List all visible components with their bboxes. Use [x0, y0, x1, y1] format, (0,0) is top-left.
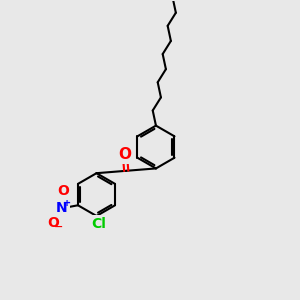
- Text: O: O: [47, 216, 58, 230]
- Text: −: −: [54, 222, 63, 232]
- Text: N: N: [56, 201, 68, 215]
- Text: O: O: [57, 184, 69, 198]
- Text: Cl: Cl: [92, 217, 106, 231]
- Text: O: O: [118, 147, 131, 162]
- Text: +: +: [63, 198, 71, 208]
